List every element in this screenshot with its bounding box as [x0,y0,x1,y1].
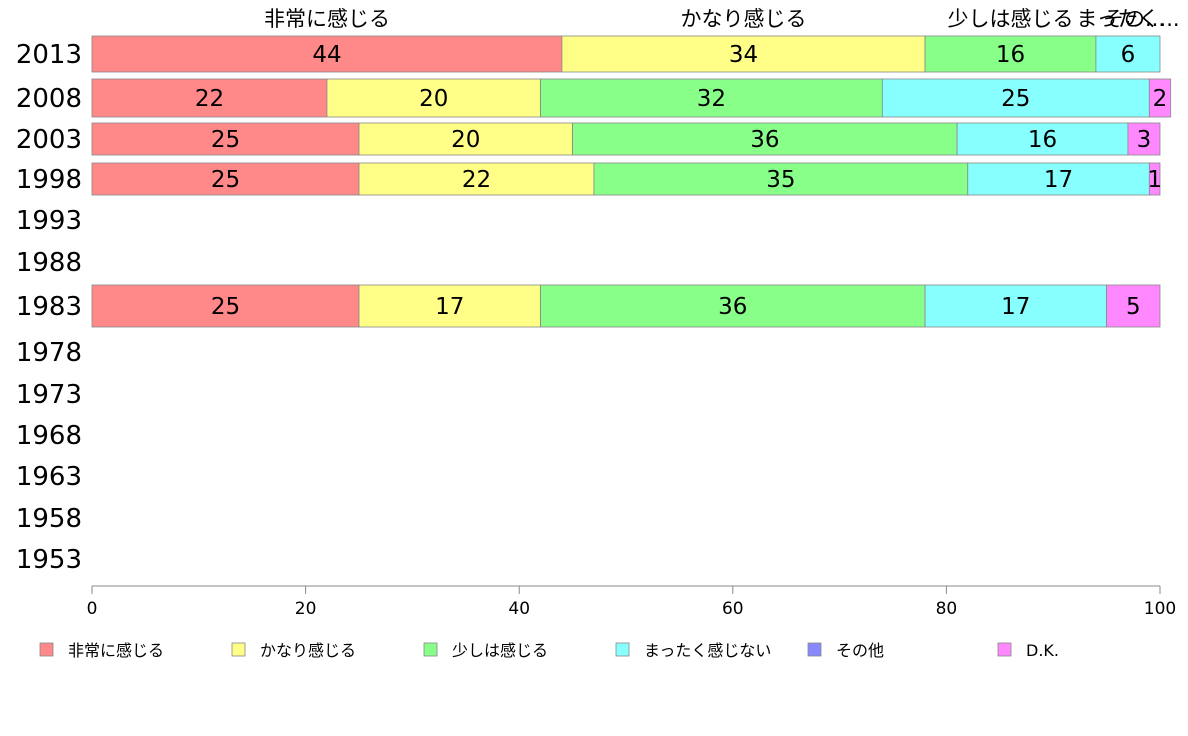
data-label-1983-2: 36 [718,294,747,320]
bar-row-1998: 25 22 35 17 1 [91,162,1162,196]
year-axis-labels: 2013 2008 2003 1998 1993 1988 1983 1978 1973 1968… [16,40,82,575]
year-label-2008: 2008 [16,84,82,114]
bar-segment-1983-2 [540,284,926,328]
x-tick-label-80: 80 [936,599,958,619]
data-label-2003-0: 25 [211,127,240,153]
year-label-1983: 1983 [16,292,82,322]
bar-segment-2003-5 [1127,122,1161,156]
top-label-0: 非常に感じる [264,7,390,31]
legend-label-3: まったく感じない [644,641,771,660]
bar-row-2003: 25 20 36 16 3 [91,122,1161,156]
legend-label-0: 非常に感じる [68,641,164,660]
year-label-1968: 1968 [16,421,82,451]
data-label-2003-3: 16 [1028,127,1057,153]
legend-item-4: その他 [807,641,884,660]
bar-segment-2013-3 [1095,35,1161,73]
legend-swatch-1 [231,642,246,657]
bar-segment-2008-0 [91,78,328,118]
legend-label-4: その他 [836,641,884,660]
bar-segment-1983-3 [924,284,1107,328]
top-category-labels: 非常に感じる かなり感じる 少しは感じる まったく...その... [264,7,1180,31]
data-label-2013-0: 44 [312,42,341,68]
bar-segment-1983-0 [91,284,360,328]
data-label-2003-5: 3 [1137,127,1152,153]
year-label-2013: 2013 [16,40,82,70]
bars: 44 34 16 6 22 20 32 25 2 25 20 36 16 3 25 22 35 17 1 25 17 36… [91,35,1172,328]
bar-segment-2003-2 [572,122,958,156]
x-tick-label-0: 0 [87,599,98,619]
year-label-1993: 1993 [16,206,82,236]
year-label-1958: 1958 [16,504,82,534]
legend-swatch-5 [997,642,1012,657]
legend-item-0: 非常に感じる [39,641,164,660]
legend-swatch-2 [423,642,438,657]
x-axis: 0 20 40 60 80 100 [87,585,1176,619]
data-label-2003-1: 20 [451,127,480,153]
top-label-2: 少しは感じる [947,7,1073,31]
bar-row-1983: 25 17 36 17 5 [91,284,1161,328]
year-label-1978: 1978 [16,338,82,368]
legend-label-1: かなり感じる [260,641,356,660]
bar-segment-2013-2 [924,35,1097,73]
legend-label-5: D.K. [1026,641,1059,660]
legend: 非常に感じる かなり感じる 少しは感じる まったく感じない その他 D.K. [39,641,1059,660]
data-label-2013-1: 34 [729,42,758,68]
legend-swatch-4 [807,642,822,657]
top-label-4: その... [1103,7,1165,31]
data-label-1998-2: 35 [766,167,795,193]
x-tick-label-100: 100 [1144,599,1176,619]
data-label-2008-2: 32 [697,86,726,112]
bar-segment-1983-1 [358,284,541,328]
bar-segment-2003-3 [956,122,1129,156]
bar-segment-1983-5 [1106,284,1161,328]
data-label-2008-0: 22 [195,86,224,112]
data-label-1998-1: 22 [462,167,491,193]
year-label-1963: 1963 [16,462,82,492]
year-label-1953: 1953 [16,545,82,575]
data-label-1998-3: 17 [1044,167,1073,193]
data-label-1983-0: 25 [211,294,240,320]
year-label-2003: 2003 [16,125,82,155]
bar-segment-1998-0 [91,162,360,196]
bar-segment-2008-2 [540,78,883,118]
bar-segment-2008-3 [881,78,1150,118]
data-label-2003-2: 36 [750,127,779,153]
bar-row-2013: 44 34 16 6 [91,35,1161,73]
bar-row-2008: 22 20 32 25 2 [91,78,1172,118]
data-label-2008-3: 25 [1001,86,1030,112]
data-label-1983-3: 17 [1001,294,1030,320]
legend-label-2: 少しは感じる [452,641,548,660]
bar-segment-2013-0 [91,35,563,73]
legend-swatch-0 [39,642,54,657]
data-label-1983-5: 5 [1126,294,1141,320]
data-label-1998-5: 1 [1147,167,1162,193]
bar-segment-1998-3 [967,162,1150,196]
data-label-1983-1: 17 [435,294,464,320]
bar-segment-2008-5 [1148,78,1172,118]
year-label-1988: 1988 [16,248,82,278]
data-label-2008-5: 2 [1153,86,1168,112]
top-label-3: まったく... [1076,7,1179,31]
legend-item-3: まったく感じない [615,641,771,660]
x-tick-label-20: 20 [295,599,317,619]
bar-segment-2003-0 [91,122,360,156]
top-label-1: かなり感じる [680,7,806,31]
bar-segment-2003-1 [358,122,574,156]
data-label-2013-3: 6 [1121,42,1136,68]
year-label-1973: 1973 [16,380,82,410]
x-tick-label-60: 60 [722,599,744,619]
legend-item-5: D.K. [997,641,1059,660]
data-label-2013-2: 16 [996,42,1025,68]
data-label-1998-0: 25 [211,167,240,193]
legend-item-1: かなり感じる [231,641,356,660]
x-tick-label-40: 40 [508,599,530,619]
year-label-1998: 1998 [16,165,82,195]
legend-item-2: 少しは感じる [423,641,548,660]
data-label-2008-1: 20 [419,86,448,112]
bar-segment-1998-5 [1148,162,1161,196]
bar-segment-2008-1 [326,78,541,118]
bar-segment-2013-1 [561,35,926,73]
legend-swatch-3 [615,642,630,657]
